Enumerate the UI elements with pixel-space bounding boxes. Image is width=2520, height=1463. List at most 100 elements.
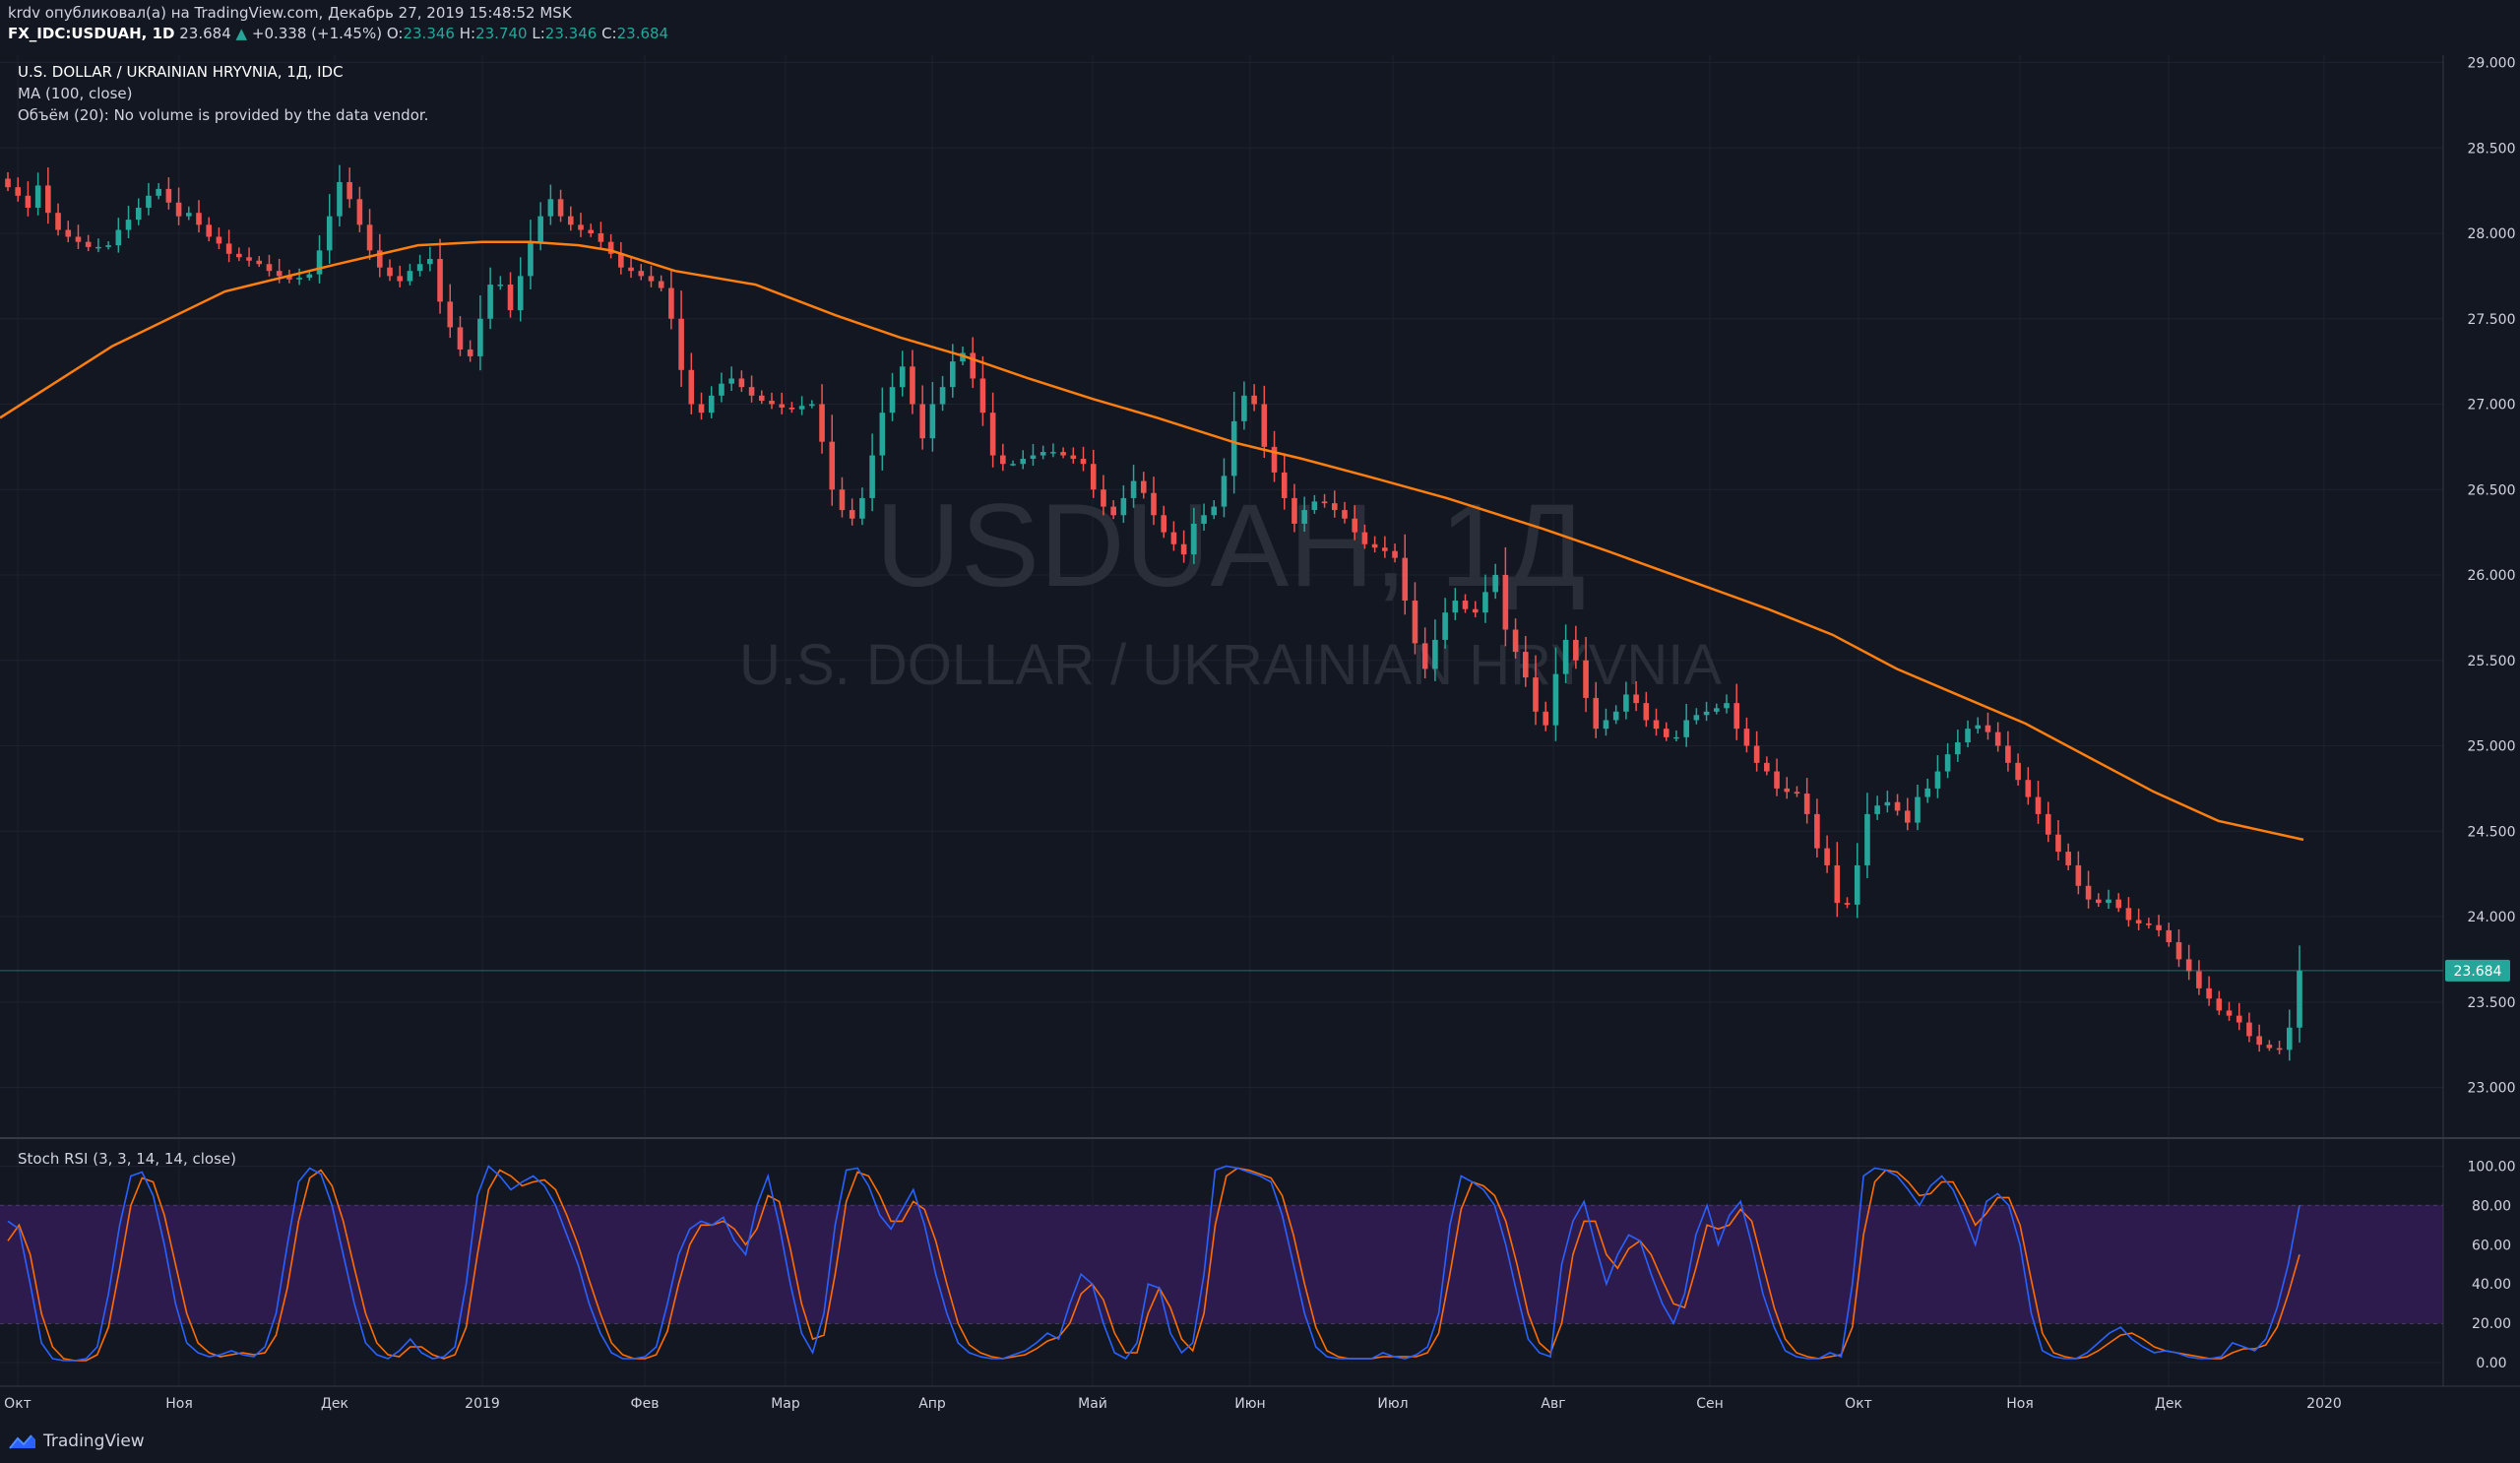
candle-body xyxy=(1050,452,1056,454)
candle-body xyxy=(748,387,755,396)
brand-label: TradingView xyxy=(43,1431,145,1451)
candle-body xyxy=(719,383,724,396)
candle-body xyxy=(557,199,564,217)
candle-body xyxy=(2236,1015,2242,1023)
candle-body xyxy=(1703,711,1710,716)
candlestick-series xyxy=(5,164,2302,1061)
time-tick-label: 2019 xyxy=(465,1396,500,1412)
candle-body xyxy=(175,202,182,217)
candle-body xyxy=(1161,515,1167,533)
candle-body xyxy=(1180,543,1187,555)
candle-body xyxy=(1110,506,1116,516)
candle-body xyxy=(1724,703,1730,709)
stoch-tick-label: 60.00 xyxy=(2472,1238,2511,1253)
candle-body xyxy=(276,271,283,277)
grid-lines xyxy=(0,55,2443,1386)
candle-body xyxy=(1251,395,1257,405)
candle-body xyxy=(1583,660,1589,698)
candle-body xyxy=(1261,404,1268,447)
candle-body xyxy=(1060,452,1066,456)
time-tick-label: Ноя xyxy=(165,1396,193,1412)
candle-body xyxy=(1412,601,1418,644)
candle-body xyxy=(1543,711,1549,726)
candle-body xyxy=(5,178,11,188)
candle-body xyxy=(989,413,996,456)
candle-body xyxy=(638,271,645,277)
close-label: C: xyxy=(601,25,617,42)
symbol-label[interactable]: FX_IDC:USDUAH, 1D xyxy=(8,25,175,42)
publish-info: krdv опубликовал(а) на TradingView.com, … xyxy=(8,4,572,22)
candle-body xyxy=(2286,1027,2293,1050)
candle-body xyxy=(779,404,786,408)
candle-body xyxy=(859,497,865,519)
candle-body xyxy=(939,387,946,405)
candle-body xyxy=(758,395,765,402)
ohlc-line: FX_IDC:USDUAH, 1D 23.684 ▲ +0.338 (+1.45… xyxy=(8,25,668,42)
candle-body xyxy=(1271,446,1278,473)
high-label: H: xyxy=(459,25,476,42)
candle-body xyxy=(1000,455,1006,465)
candle-body xyxy=(1955,742,1961,755)
candle-body xyxy=(416,264,423,272)
candle-body xyxy=(407,271,413,282)
candle-body xyxy=(849,510,855,519)
legend-ma[interactable]: MA (100, close) xyxy=(18,85,133,102)
candle-body xyxy=(216,236,222,244)
candle-body xyxy=(1432,639,1438,669)
candle-body xyxy=(246,257,252,261)
candle-body xyxy=(698,404,705,413)
low-label: L: xyxy=(532,25,545,42)
candle-body xyxy=(2175,942,2182,960)
candle-body xyxy=(146,195,152,208)
chart-svg[interactable]: USDUAH, 1Д U.S. DOLLAR / UKRAINIAN HRYVN… xyxy=(0,47,2520,1420)
candle-body xyxy=(578,224,584,230)
candle-body xyxy=(2135,920,2142,923)
candle-body xyxy=(2005,745,2011,763)
candle-body xyxy=(1994,732,2001,746)
candle-body xyxy=(2246,1022,2252,1037)
candle-body xyxy=(256,260,263,265)
time-tick-label: Дек xyxy=(2155,1396,2182,1412)
candle-body xyxy=(1814,813,1820,849)
candle-body xyxy=(1080,459,1087,465)
candle-body xyxy=(1442,612,1448,640)
candle-body xyxy=(45,185,51,214)
candle-body xyxy=(979,378,986,413)
candle-body xyxy=(1975,725,1982,730)
candle-body xyxy=(1352,518,1358,533)
candle-body xyxy=(1321,501,1328,504)
price-tick-label: 26.500 xyxy=(2468,482,2516,498)
stoch-d-line xyxy=(7,1167,2300,1362)
candle-body xyxy=(1241,395,1247,421)
candle-body xyxy=(337,181,343,217)
candle-body xyxy=(678,318,684,370)
candle-body xyxy=(236,253,242,258)
candle-body xyxy=(547,199,554,217)
candle-body xyxy=(1965,729,1971,743)
candle-body xyxy=(728,378,734,384)
last-price-badge xyxy=(2445,959,2510,982)
candle-body xyxy=(658,281,664,288)
candle-body xyxy=(1130,480,1137,498)
stoch-tick-label: 0.00 xyxy=(2476,1356,2506,1371)
candle-body xyxy=(598,233,604,242)
candle-body xyxy=(798,406,805,410)
legend-title[interactable]: U.S. DOLLAR / UKRAINIAN HRYVNIA, 1Д, IDC xyxy=(18,63,344,81)
candle-body xyxy=(1904,810,1911,823)
candle-body xyxy=(1612,711,1619,721)
candle-body xyxy=(1452,601,1459,613)
candle-body xyxy=(2045,813,2051,835)
candle-body xyxy=(889,387,896,413)
candle-body xyxy=(206,224,213,237)
candle-body xyxy=(25,195,32,208)
tradingview-brand[interactable]: TradingView xyxy=(8,1431,145,1451)
candle-body xyxy=(1653,720,1660,730)
candle-body xyxy=(1211,506,1218,516)
candle-body xyxy=(2015,762,2021,781)
legend-volume[interactable]: Объём (20): No volume is provided by the… xyxy=(18,106,429,124)
candle-body xyxy=(769,401,775,405)
stoch-legend[interactable]: Stoch RSI (3, 3, 14, 14, close) xyxy=(18,1150,236,1168)
candle-body xyxy=(2156,924,2162,930)
time-tick-label: Ноя xyxy=(2006,1396,2034,1412)
price-tick-label: 28.000 xyxy=(2468,226,2516,242)
